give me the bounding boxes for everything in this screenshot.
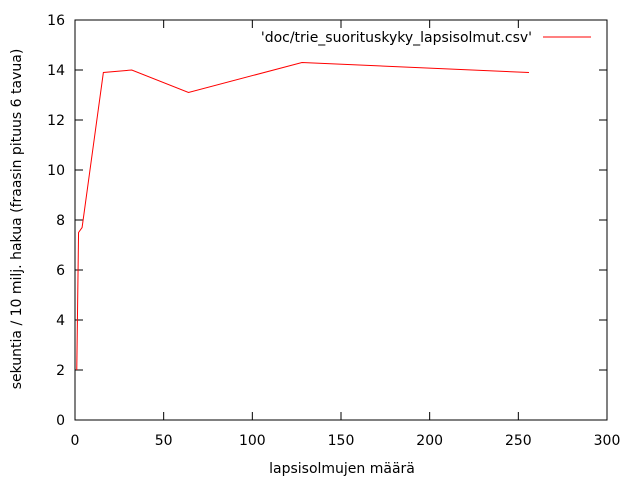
y-tick-label: 10 (47, 163, 65, 179)
series-layer (76, 61, 529, 371)
y-tick-label: 6 (56, 263, 65, 279)
legend-label-series-1: 'doc/trie_suorituskyky_lapsisolmut.csv' (261, 30, 532, 46)
y-tick-label: 0 (56, 413, 65, 429)
plot-border (74, 19, 608, 421)
x-tick-label: 150 (328, 433, 355, 449)
legend: 'doc/trie_suorituskyky_lapsisolmut.csv' (261, 30, 591, 46)
y-tick-label: 4 (56, 313, 65, 329)
series-line-1 (76, 61, 529, 371)
x-tick-label: 50 (155, 433, 173, 449)
y-tick-label: 14 (47, 63, 65, 79)
x-tick-label: 250 (505, 433, 532, 449)
x-tick-label: 0 (71, 433, 80, 449)
axis-tick-labels: 0 50 100 150 200 250 300 0 2 4 6 8 10 12 14 16 (47, 13, 620, 449)
y-tick-label: 16 (47, 13, 65, 29)
y-tick-label: 12 (47, 113, 65, 129)
y-axis-label: sekuntia / 10 milj. hakua (fraasin pituu… (9, 49, 25, 390)
x-tick-label: 200 (416, 433, 443, 449)
axis-ticks (74, 19, 608, 421)
plot-frame (74, 19, 608, 421)
y-tick-label: 2 (56, 363, 65, 379)
x-tick-label: 100 (239, 433, 266, 449)
y-tick-label: 8 (56, 213, 65, 229)
x-tick-label: 300 (594, 433, 621, 449)
x-axis-label: lapsisolmujen määrä (269, 461, 415, 477)
